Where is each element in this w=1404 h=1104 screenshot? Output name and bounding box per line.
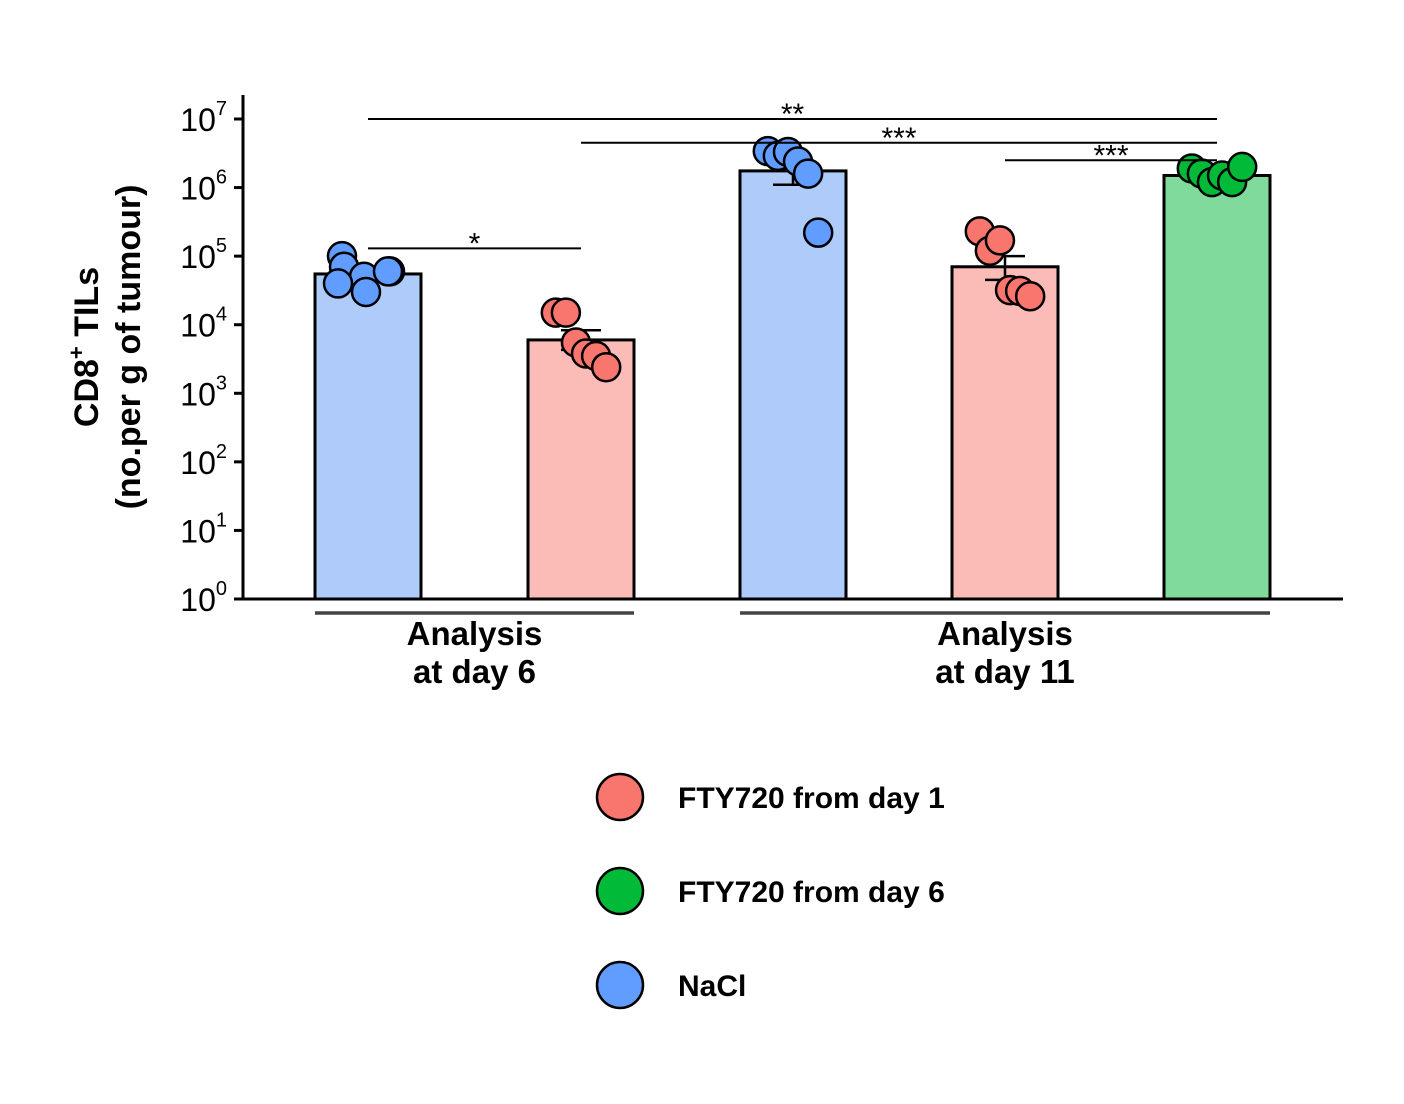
legend-label-2: NaCl bbox=[678, 970, 746, 1003]
legend-marker-1 bbox=[595, 866, 645, 916]
data-point bbox=[322, 268, 354, 299]
y-tick-label-0: 100 bbox=[180, 578, 227, 618]
significance-label-2: *** bbox=[881, 122, 916, 155]
bar-3 bbox=[950, 265, 1060, 601]
y-tick-label-5: 105 bbox=[180, 235, 227, 275]
group-label-1-line1: Analysis bbox=[937, 615, 1073, 652]
group-label-0-line2: at day 6 bbox=[413, 653, 536, 690]
significance-label-3: *** bbox=[1093, 139, 1128, 172]
data-point bbox=[984, 225, 1016, 256]
data-point bbox=[1014, 281, 1046, 312]
y-tick-label-1: 101 bbox=[180, 509, 227, 549]
legend-entry-1: FTY720 from day 6 bbox=[595, 866, 945, 916]
data-point bbox=[550, 297, 582, 328]
legend-label-0: FTY720 from day 1 bbox=[678, 782, 945, 815]
plot-area bbox=[313, 135, 1272, 601]
group-label-1-line2: at day 11 bbox=[935, 653, 1074, 690]
y-axis: 100 101 102 103 104 105 106 107 bbox=[180, 95, 1343, 618]
legend: FTY720 from day 1 FTY720 from day 6 NaCl bbox=[595, 772, 945, 1010]
y-tick-label-2: 102 bbox=[180, 441, 227, 481]
bar-1 bbox=[526, 338, 636, 601]
legend-marker-0 bbox=[595, 772, 645, 822]
significance-brackets: ********* bbox=[368, 98, 1217, 260]
y-tick-label-7: 107 bbox=[180, 98, 227, 138]
group-label-0-line1: Analysis bbox=[407, 615, 543, 652]
legend-marker-2 bbox=[595, 960, 645, 1010]
legend-entry-0: FTY720 from day 1 bbox=[595, 772, 945, 822]
data-point bbox=[372, 256, 404, 287]
data-point bbox=[350, 276, 382, 308]
y-tick-label-4: 104 bbox=[180, 304, 227, 344]
y-tick-label-3: 103 bbox=[180, 372, 227, 412]
data-point bbox=[802, 217, 834, 248]
legend-entry-2: NaCl bbox=[595, 960, 746, 1010]
y-axis-title-line2: (no.per g of tumour) bbox=[110, 185, 148, 510]
bar-0 bbox=[313, 272, 423, 601]
y-tick-label-6: 106 bbox=[180, 167, 227, 207]
significance-label-1: ** bbox=[781, 98, 805, 131]
significance-label-0: * bbox=[469, 227, 481, 260]
data-point bbox=[590, 351, 622, 383]
legend-label-1: FTY720 from day 6 bbox=[678, 876, 945, 909]
y-axis-title: CD8+ TILs (no.per g of tumour) bbox=[64, 185, 148, 510]
data-point bbox=[1226, 151, 1258, 183]
data-point bbox=[792, 158, 824, 189]
bar-4 bbox=[1162, 173, 1272, 601]
y-axis-title-line1: CD8+ TILs bbox=[64, 267, 106, 427]
